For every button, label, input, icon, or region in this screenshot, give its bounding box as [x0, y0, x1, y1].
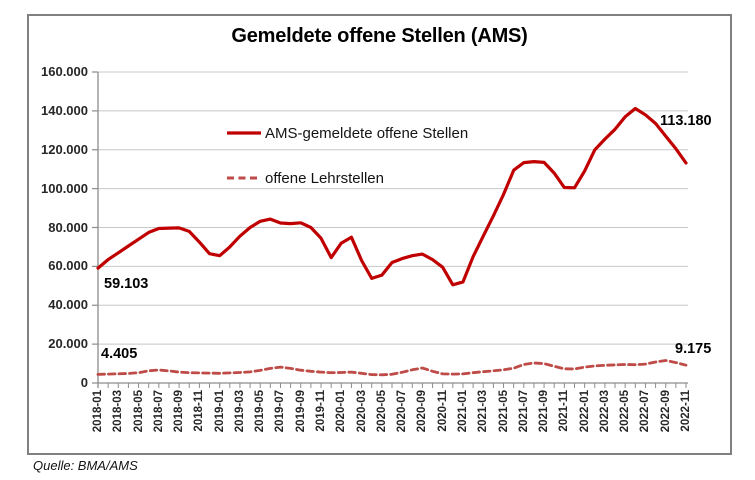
x-axis-label: 2021-03	[477, 390, 490, 433]
series-line-solid	[96, 106, 688, 287]
x-axis-label: 2022-07	[639, 390, 652, 433]
x-axis-label: 2021-05	[497, 390, 510, 433]
x-axis-label: 2018-03	[112, 390, 125, 433]
y-axis-label: 80.000	[48, 219, 88, 235]
x-axis-label: 2020-09	[416, 390, 429, 433]
x-axis-label: 2020-11	[436, 390, 449, 432]
y-axis-label: 140.000	[41, 102, 88, 118]
data-label: 4.405	[101, 346, 138, 363]
legend-label-lehrstellen: offene Lehrstellen	[265, 169, 384, 187]
x-axis-label: 2022-01	[578, 390, 591, 433]
x-axis-label: 2019-07	[274, 390, 287, 433]
x-axis-label: 2018-11	[193, 390, 206, 432]
y-axis-label: 0	[80, 375, 88, 390]
y-axis-label: 120.000	[41, 141, 88, 157]
chart-title: Gemeldete offene Stellen (AMS)	[231, 25, 528, 47]
x-axis-label: 2018-09	[173, 390, 186, 433]
x-axis-label: 2019-03	[233, 390, 246, 433]
x-axis-label: 2020-05	[375, 390, 388, 433]
data-label: 9.175	[675, 341, 712, 358]
x-axis-label: 2021-01	[456, 390, 469, 433]
y-axis-label: 20.000	[48, 336, 88, 352]
y-axis-label: 160.000	[41, 64, 88, 79]
x-axis-label: 2022-09	[659, 390, 672, 433]
legend-item-ams-stellen: AMS-gemeldete offene Stellen	[226, 124, 468, 142]
legend-item-lehrstellen: offene Lehrstellen	[226, 169, 384, 187]
solid-line-sample-icon	[227, 131, 261, 135]
x-axis-label: 2019-05	[254, 390, 267, 433]
y-axis-label: 100.000	[41, 180, 88, 196]
y-axis-label: 40.000	[48, 297, 88, 313]
x-axis-label: 2021-07	[517, 390, 530, 433]
x-axis-label: 2021-09	[538, 390, 551, 433]
x-axis-label: 2019-11	[315, 390, 328, 432]
data-label: 113.180	[660, 113, 712, 129]
x-axis-label: 2019-09	[294, 390, 307, 433]
x-axis-label: 2020-07	[396, 390, 409, 433]
x-axis-label: 2018-07	[152, 390, 165, 433]
x-axis-label: 2018-05	[132, 390, 145, 433]
source-note: Quelle: BMA/AMS	[33, 458, 138, 473]
legend-label-ams-stellen: AMS-gemeldete offene Stellen	[265, 124, 469, 142]
x-axis-label: 2022-05	[619, 390, 632, 433]
data-label: 59.103	[104, 276, 149, 293]
x-axis-label: 2022-03	[598, 390, 611, 433]
x-axis-label: 2021-11	[558, 390, 571, 432]
x-axis-label: 2018-01	[92, 390, 104, 433]
y-axis-label: 60.000	[48, 258, 88, 274]
series-line-dashed	[96, 359, 688, 377]
x-axis-label: 2020-03	[355, 390, 368, 433]
x-axis-label: 2020-01	[335, 390, 348, 433]
x-axis-label: 2019-01	[213, 390, 226, 433]
x-axis-label: 2022-11	[680, 390, 692, 432]
dashed-line-sample-icon	[227, 176, 259, 180]
